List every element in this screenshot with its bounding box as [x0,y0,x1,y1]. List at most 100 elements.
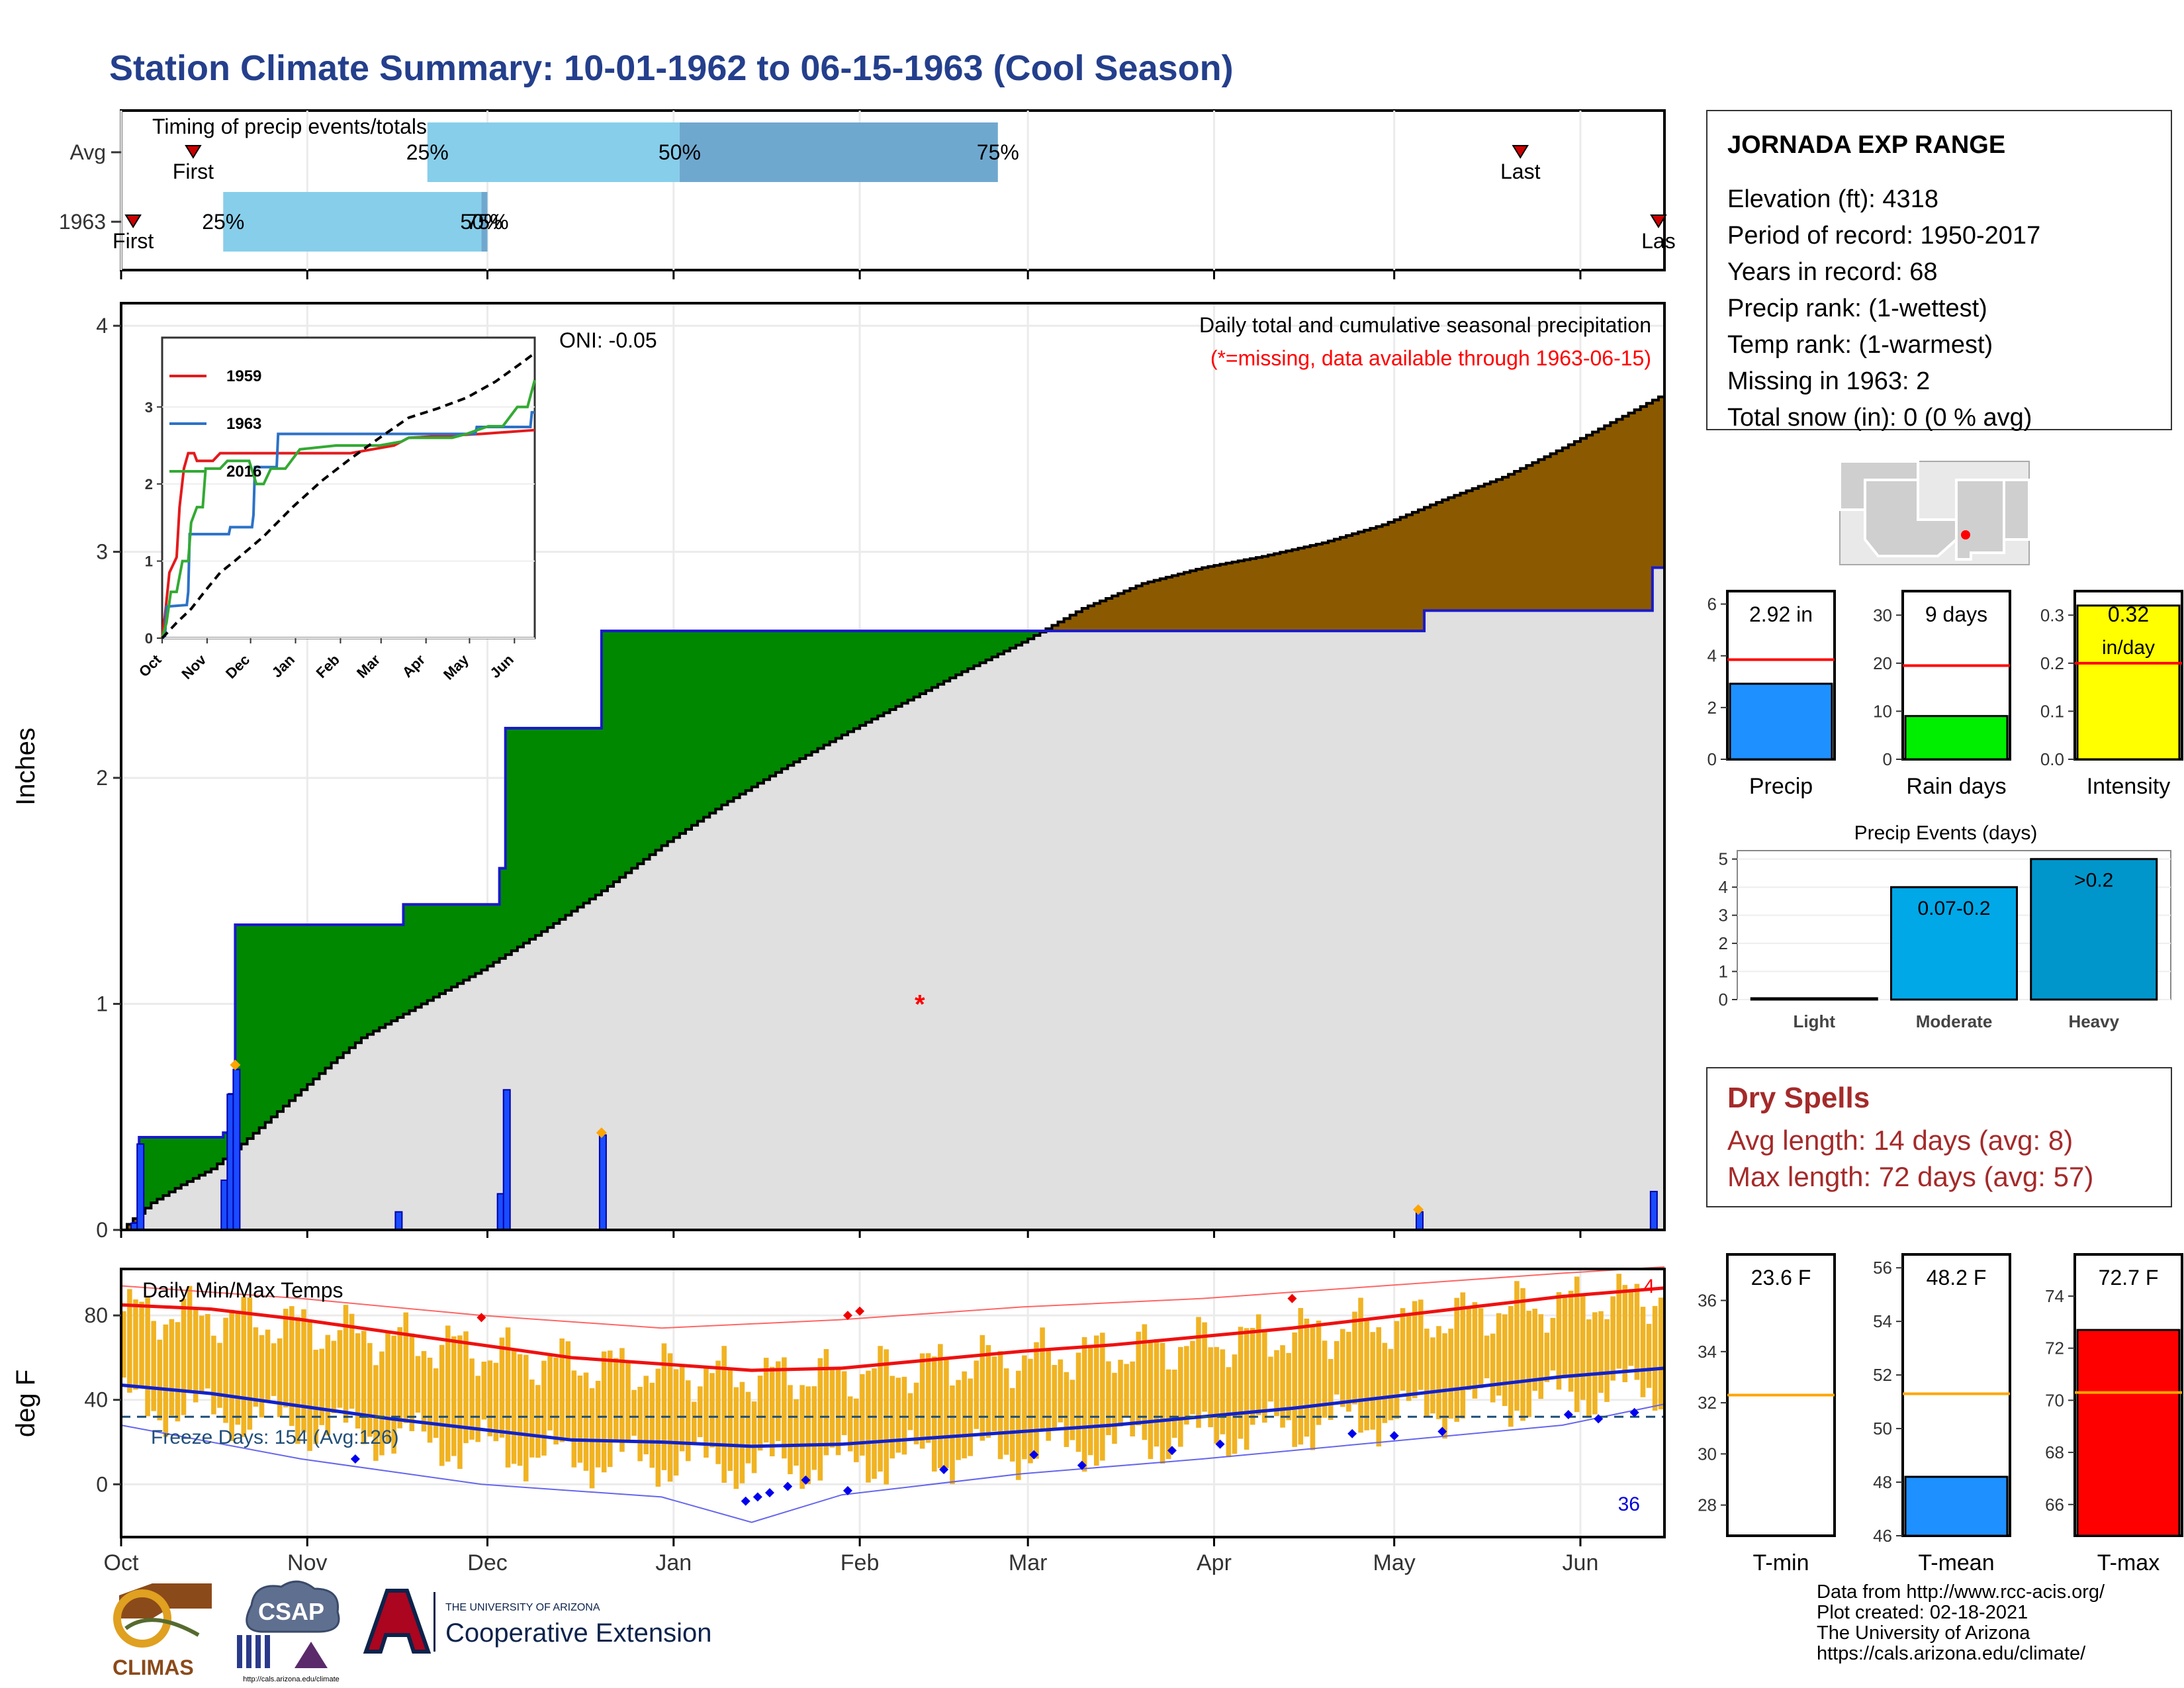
mini-panel-value-label: 72.7 F [2099,1266,2159,1289]
daily-max-marker [596,1127,607,1139]
mini-panel-category: Precip [1749,774,1813,799]
inset-series-line [161,352,536,639]
precip-frame [120,302,1666,1231]
inset-ytick-label: 2 [145,476,153,492]
timing-pct-label: 50% [659,140,701,164]
temp-xtick-label: Feb [841,1550,880,1575]
daily-precip-bar [394,1211,403,1231]
mini-panel-category: T-mean [1918,1550,1994,1575]
record-high-marker [855,1306,865,1316]
temp-xtick-label: Oct [104,1550,139,1575]
mini-panel-ytick-label: 66 [2045,1495,2064,1515]
dry-spells-heading: Dry Spells [1727,1082,1870,1114]
temp-chart: 0 40 80 Oct Nov Dec Jan Feb Mar Apr May Jun deg F Dai… [11,1266,1666,1575]
events-ytick-label: 0 [1719,990,1728,1009]
precip-subtitle: (*=missing, data available through 1963-… [1210,346,1651,370]
mini-panel-category: Intensity [2087,774,2171,799]
record-low-marker [1389,1430,1399,1440]
mini-panel-value-label: 9 days [1925,602,1987,626]
station-precip-rank: Precip rank: (1-wettest) [1727,295,1987,322]
record-low-marker [1077,1460,1087,1470]
record-low-marker [1563,1410,1573,1420]
precip-ytick-label: 1 [96,992,108,1016]
precip-events-chart: Precip Events (days) 0 1 2 3 4 5 Light 0.07-0.2 M… [1719,822,2171,1031]
timing-pct-label: 25% [202,210,244,234]
mini-panel-value-label: 23.6 F [1751,1266,1811,1289]
temp-xtick-label: Jan [655,1550,692,1575]
dry-spells-max: Max length: 72 days (avg: 57) [1727,1161,2094,1192]
temp-summary-bars: 28 30 32 34 36 23.6 F T-min 46 48 50 52 54 56 48.2 F T… [1698,1253,2183,1575]
timing-event-marker [185,145,202,159]
timing-pct-label: 50% [460,210,502,234]
station-locator-map [1839,460,2030,565]
timing-pct-label: 25% [406,140,449,164]
record-low-marker [1347,1429,1357,1438]
dry-spells-box: Dry Spells Avg length: 14 days (avg: 8) … [1706,1067,2172,1207]
timing-event-marker [1512,145,1529,159]
mini-panel-ytick-label: 0 [1707,749,1717,769]
timing-bar-q1 [427,122,680,182]
inset-series-line [161,379,536,639]
record-low-marker [741,1496,751,1506]
climas-logo: CLIMAS [113,1583,212,1679]
events-bar-label: >0.2 [2074,870,2113,892]
mini-panel-category: Rain days [1906,774,2006,799]
station-dot [1961,530,1970,539]
daily-max-marker [230,1059,241,1070]
station-info-box: JORNADA EXP RANGE Elevation (ft): 4318 P… [1706,110,2172,432]
record-high-count: 4 [1643,1276,1655,1297]
precip-title: Daily total and cumulative seasonal prec… [1199,313,1651,337]
mini-panel-bar [1729,682,1833,761]
record-low-marker [939,1464,949,1474]
timing-pct-label: 75% [977,140,1019,164]
daily-precip-bar [1649,1190,1658,1231]
timing-bar-q2 [481,192,488,252]
temp-ylabel: deg F [11,1370,40,1437]
credit-line: The University of Arizona [1817,1622,2030,1644]
mini-panel-ytick-label: 30 [1873,605,1892,625]
daily-precip-bar [598,1134,607,1231]
inset-ytick-label: 3 [145,399,153,416]
mini-panel-ytick-label: 46 [1873,1526,1892,1546]
station-elevation: Elevation (ft): 4318 [1727,185,1938,213]
record-low-marker [1167,1446,1177,1456]
daily-precip-bar [232,1068,241,1231]
inset-legend-label: 1963 [226,415,261,433]
temp-title: Daily Min/Max Temps [142,1278,343,1302]
record-low-marker [1594,1414,1604,1424]
mini-panel-value-label: 2.92 in [1749,602,1813,626]
mini-panel-ytick-label: 74 [2045,1286,2064,1306]
timing-event-label: Last [1500,160,1541,183]
station-name: JORNADA EXP RANGE [1727,131,2006,159]
avg-max-line [120,1286,1665,1372]
mini-panel-unit-label: in/day [2102,637,2155,659]
mini-panel-ytick-label: 0.2 [2040,653,2064,673]
events-ytick-label: 5 [1719,849,1728,869]
oni-label: ONI: -0.05 [559,328,657,352]
station-temp-rank: Temp rank: (1-warmest) [1727,331,1993,359]
mini-panel-ytick-label: 30 [1698,1444,1717,1464]
ua-cooperative-extension-logo: THE UNIVERSITY OF ARIZONA Cooperative Ex… [363,1589,711,1654]
station-period: Period of record: 1950-2017 [1727,222,2041,250]
events-ytick-label: 2 [1719,933,1728,953]
mini-panel-ytick-label: 0.0 [2040,749,2064,769]
avg-cumulative-line [121,393,1666,1231]
temp-xtick-label: May [1373,1550,1416,1575]
mini-panel-value-label: 0.32 [2108,602,2149,626]
mini-panel-ytick-label: 2 [1707,698,1717,718]
daily-precip-bar [502,1089,511,1231]
csap-text: CSAP [258,1598,324,1625]
inset-frame [161,336,536,639]
observed-cumulative-line [121,566,1664,1231]
record-low-marker [1215,1439,1225,1449]
above-average-area [139,631,1046,1213]
record-low-marker [1629,1407,1639,1417]
mini-panel-ytick-label: 68 [2045,1442,2064,1462]
credit-line: https://cals.arizona.edu/climate/ [1817,1643,2086,1664]
mini-panel-ytick-label: 54 [1873,1311,1892,1331]
timing-pct-label: 75% [466,210,508,234]
mini-panel-category: T-min [1753,1550,1809,1575]
timing-row-label: Avg [69,140,106,164]
station-snow: Total snow (in): 0 (0 % avg) [1727,404,2032,432]
